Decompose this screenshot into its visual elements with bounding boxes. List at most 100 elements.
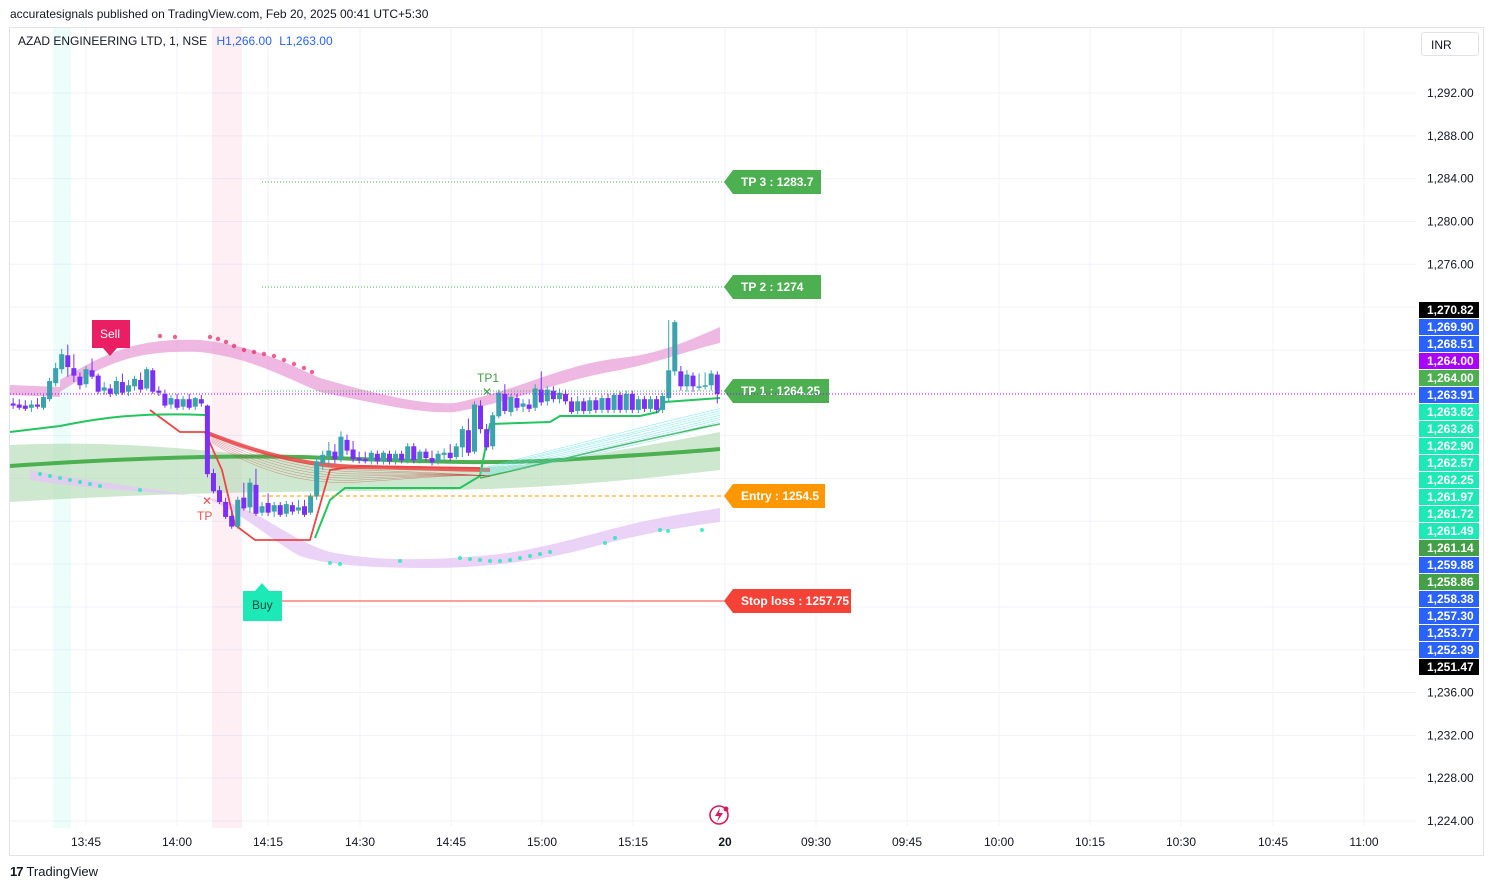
candle	[241, 482, 247, 511]
candle-body	[144, 369, 150, 389]
candle	[332, 444, 338, 464]
candle	[95, 373, 101, 394]
candle-body	[241, 497, 247, 509]
price-scale-tag: 1,263.91	[1419, 387, 1479, 403]
level-tag	[724, 275, 821, 299]
candle-body	[654, 399, 660, 410]
candle	[338, 431, 344, 463]
buy-dot	[498, 559, 502, 563]
candle-body	[569, 401, 575, 413]
level-tag	[724, 379, 829, 403]
candle	[119, 373, 125, 395]
buy-zone-shade	[53, 28, 71, 828]
candle	[65, 344, 71, 377]
candle-body	[83, 369, 89, 385]
buy-dot	[478, 558, 482, 562]
candle-body	[526, 404, 532, 409]
symbol-legend[interactable]: AZAD ENGINEERING LTD, 1, NSE H1,266.00 L…	[18, 34, 333, 48]
high-value: H1,266.00	[216, 34, 272, 48]
candle	[453, 443, 459, 460]
candle	[702, 372, 708, 390]
candle-body	[405, 446, 411, 461]
candle	[599, 394, 605, 414]
candle	[654, 395, 660, 414]
candle	[684, 370, 690, 392]
price-tick-label: 1,280.00	[1427, 214, 1474, 228]
candle-body	[47, 380, 53, 400]
level-label: TP 1 : 1264.25	[741, 384, 820, 398]
price-scale-tag-bg	[1419, 387, 1479, 403]
candle	[362, 451, 368, 464]
buy-dot	[68, 478, 72, 482]
tp-label: TP	[197, 509, 212, 523]
candle-body	[59, 354, 65, 370]
candle	[538, 371, 544, 406]
candle	[229, 510, 235, 529]
candle	[569, 397, 575, 415]
candle-body	[53, 368, 59, 384]
candle	[447, 444, 453, 462]
price-scale-tag: 1,258.86	[1419, 574, 1479, 590]
candle	[429, 450, 435, 466]
price-scale-tag-bg	[1419, 659, 1479, 675]
candle-body	[447, 452, 453, 459]
candle	[678, 366, 684, 391]
candle	[247, 478, 253, 513]
candle-body	[441, 452, 447, 455]
footer-brand[interactable]: 17 TradingView	[10, 864, 98, 879]
candle	[532, 384, 538, 411]
candle-body	[575, 401, 581, 411]
currency-button[interactable]: INR	[1421, 32, 1479, 56]
candle-body	[271, 505, 277, 512]
candle-body	[532, 388, 538, 408]
price-scale-tag: 1,257.30	[1419, 608, 1479, 624]
candle-body	[277, 505, 283, 515]
candle-body	[192, 398, 198, 407]
price-scale-tag: 1,259.88	[1419, 557, 1479, 573]
candle-body	[253, 484, 259, 514]
candle	[714, 371, 720, 404]
symbol-name: AZAD ENGINEERING LTD, 1, NSE	[18, 34, 208, 48]
candle-body	[89, 370, 95, 377]
cyan-fan-line	[479, 419, 721, 475]
candle-body	[210, 473, 216, 492]
candle	[563, 389, 569, 405]
tp1-signal: TP1✕	[477, 371, 499, 399]
cyan-fan-line	[479, 410, 721, 471]
tp1-cross: ✕	[482, 385, 492, 399]
price-scale-tag-label: 1,269.90	[1427, 320, 1474, 334]
time-tick-label: 09:30	[801, 835, 831, 849]
candle-body	[593, 400, 599, 410]
candle-body	[132, 378, 138, 387]
candle	[174, 393, 180, 410]
candle-body	[429, 458, 435, 463]
price-tick-label: 1,292.00	[1427, 86, 1474, 100]
sell-dot	[157, 333, 163, 339]
candle-body	[587, 400, 593, 411]
candle	[186, 393, 192, 410]
candle-body	[611, 394, 617, 410]
candle-body	[629, 393, 635, 410]
candle-body	[605, 398, 611, 410]
candle-body	[702, 385, 708, 387]
candle-body	[581, 401, 587, 411]
candle	[314, 458, 320, 500]
chart-frame[interactable]	[9, 27, 1484, 856]
price-axis: 1,292.00 1,288.00 1,284.00 1,280.00 1,276.00…	[1427, 86, 1474, 828]
candle	[235, 496, 241, 529]
buy-dot	[603, 541, 607, 545]
candle	[259, 501, 265, 516]
price-scale-tag: 1,258.38	[1419, 591, 1479, 607]
candle	[192, 397, 198, 410]
price-scale-tag-bg	[1419, 472, 1479, 488]
price-scale-tag-label: 1,263.62	[1427, 405, 1474, 419]
candle-body	[259, 506, 265, 513]
sell-dot	[215, 336, 221, 342]
candle-body	[514, 398, 520, 408]
price-scale-tag-label: 1,258.38	[1427, 592, 1474, 606]
alert-icon[interactable]	[709, 805, 729, 825]
candle	[156, 386, 162, 396]
candle	[132, 375, 138, 391]
candle	[59, 348, 65, 374]
